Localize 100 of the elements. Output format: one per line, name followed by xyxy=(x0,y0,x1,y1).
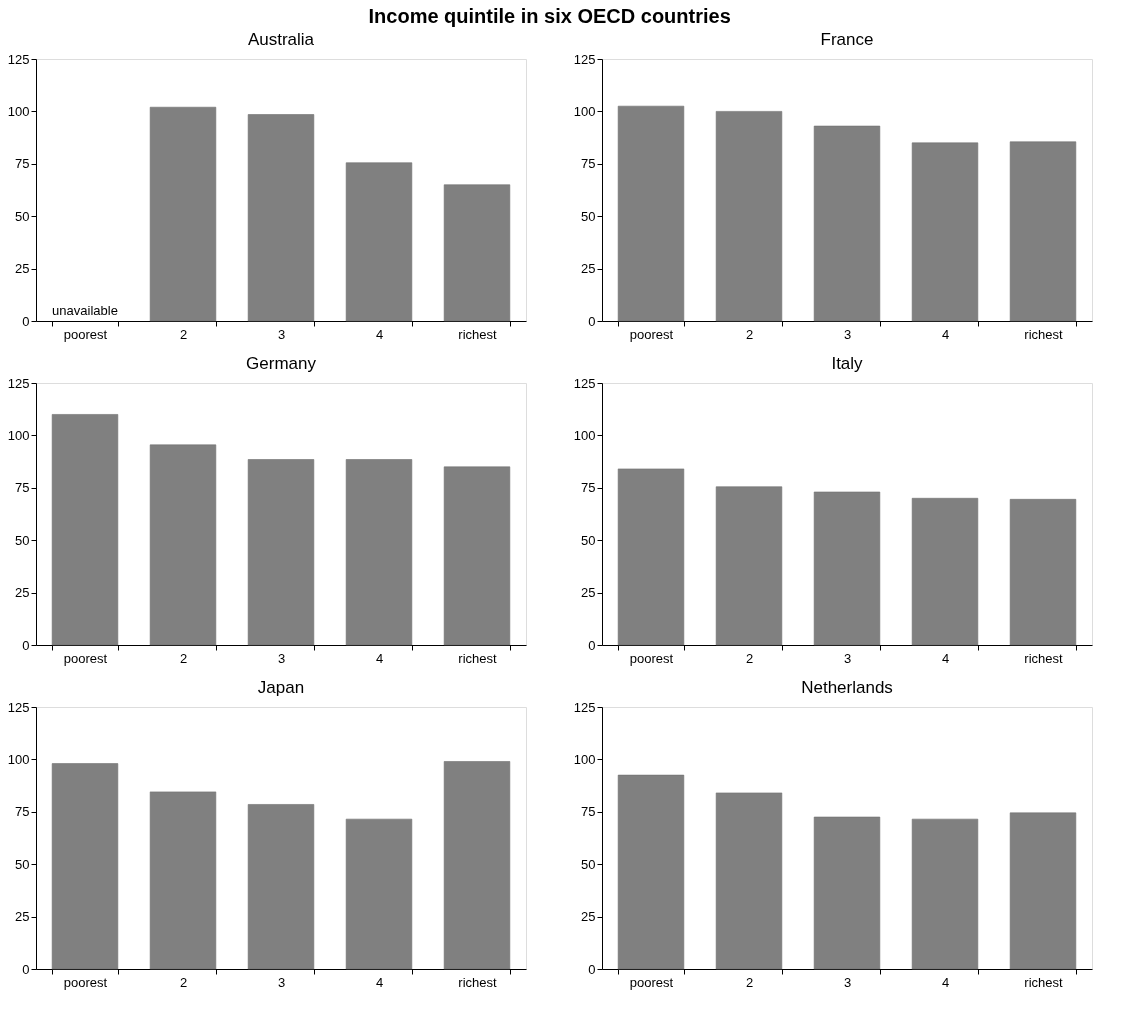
bar xyxy=(1009,499,1077,646)
y-tick-label: 100 xyxy=(7,751,30,767)
y-tick-label: 25 xyxy=(581,585,596,601)
y-tick-label: 0 xyxy=(588,313,596,329)
bar xyxy=(715,486,783,646)
y-tick-label: 75 xyxy=(15,804,30,820)
y-tick-label: 25 xyxy=(15,909,30,925)
x-tick-label: 3 xyxy=(277,650,286,666)
bar xyxy=(1009,812,1077,970)
y-tick-label: 0 xyxy=(588,961,596,977)
x-tick-label: 2 xyxy=(179,326,188,342)
chart-title: Netherlands xyxy=(801,678,893,697)
bar xyxy=(617,105,685,322)
y-tick-label: 100 xyxy=(573,427,596,443)
y-tick-label: 75 xyxy=(581,156,596,172)
bar xyxy=(617,774,685,970)
x-tick-label: 2 xyxy=(179,974,188,990)
y-tick-label: 75 xyxy=(581,804,596,820)
y-tick-label: 100 xyxy=(573,751,596,767)
x-tick-label: richest xyxy=(1024,974,1064,990)
x-tick-label: 2 xyxy=(745,974,754,990)
y-tick-label: 125 xyxy=(7,699,30,715)
bar xyxy=(1009,141,1077,322)
chart-title: Germany xyxy=(246,354,317,373)
x-tick-label: 4 xyxy=(375,974,384,990)
x-tick-label: poorest xyxy=(63,326,108,342)
bar xyxy=(715,111,783,322)
y-tick-label: 0 xyxy=(588,637,596,653)
x-tick-label: 3 xyxy=(843,326,852,342)
x-tick-label: 3 xyxy=(843,974,852,990)
y-tick-label: 50 xyxy=(15,208,30,224)
bar xyxy=(345,459,413,646)
x-tick-label: 2 xyxy=(745,326,754,342)
text: Income quintile in six OECD countries xyxy=(368,4,731,27)
y-tick-label: 125 xyxy=(573,51,596,67)
y-tick-label: 75 xyxy=(15,156,30,172)
y-tick-label: 0 xyxy=(22,637,30,653)
bar xyxy=(911,818,979,970)
y-tick-label: 25 xyxy=(581,909,596,925)
bar xyxy=(345,162,413,322)
bar xyxy=(247,804,315,970)
bar xyxy=(247,459,315,646)
y-tick-label: 100 xyxy=(7,427,30,443)
chart-title: Australia xyxy=(247,30,315,49)
x-tick-label: richest xyxy=(458,326,498,342)
bar xyxy=(911,497,979,646)
bar xyxy=(247,114,315,322)
bar xyxy=(617,468,685,646)
x-tick-label: 2 xyxy=(179,650,188,666)
y-tick-label: 125 xyxy=(7,51,30,67)
y-tick-label: 0 xyxy=(22,313,30,329)
y-tick-label: 100 xyxy=(573,103,596,119)
x-tick-label: poorest xyxy=(63,650,108,666)
chart-title: Japan xyxy=(257,678,305,697)
y-tick-label: 25 xyxy=(15,585,30,601)
y-tick-label: 50 xyxy=(581,856,596,872)
x-tick-label: 3 xyxy=(277,974,286,990)
y-tick-label: 75 xyxy=(581,480,596,496)
x-tick-label: poorest xyxy=(629,974,674,990)
x-tick-label: 3 xyxy=(843,650,852,666)
bar xyxy=(149,444,217,646)
bar xyxy=(149,106,217,322)
y-tick-label: 125 xyxy=(7,375,30,391)
bar xyxy=(813,816,881,970)
y-tick-label: 25 xyxy=(15,261,30,277)
bar xyxy=(911,142,979,322)
x-tick-label: 2 xyxy=(745,650,754,666)
chart-title: France xyxy=(820,30,874,49)
x-tick-label: poorest xyxy=(629,326,674,342)
x-tick-label: 3 xyxy=(277,326,286,342)
bar xyxy=(813,125,881,322)
y-tick-label: 125 xyxy=(573,699,596,715)
bar xyxy=(715,792,783,970)
y-tick-label: 50 xyxy=(15,856,30,872)
bar xyxy=(443,184,511,322)
x-tick-label: 4 xyxy=(375,650,384,666)
bar xyxy=(443,466,511,646)
x-tick-label: richest xyxy=(1024,326,1064,342)
annotation: unavailable xyxy=(52,303,118,318)
x-tick-label: 4 xyxy=(941,650,950,666)
y-tick-label: 0 xyxy=(22,961,30,977)
bar xyxy=(345,818,413,970)
x-tick-label: 4 xyxy=(941,326,950,342)
x-tick-label: 4 xyxy=(375,326,384,342)
y-tick-label: 75 xyxy=(15,480,30,496)
x-tick-label: richest xyxy=(458,650,498,666)
chart-title: Italy xyxy=(831,354,864,373)
y-tick-label: 50 xyxy=(581,208,596,224)
bar xyxy=(813,491,881,646)
bar xyxy=(443,761,511,970)
bar xyxy=(51,414,119,646)
y-tick-label: 100 xyxy=(7,103,30,119)
bar xyxy=(149,791,217,970)
y-tick-label: 50 xyxy=(581,532,596,548)
y-tick-label: 25 xyxy=(581,261,596,277)
x-tick-label: poorest xyxy=(63,974,108,990)
y-tick-label: 125 xyxy=(573,375,596,391)
x-tick-label: poorest xyxy=(629,650,674,666)
x-tick-label: richest xyxy=(1024,650,1064,666)
x-tick-label: 4 xyxy=(941,974,950,990)
